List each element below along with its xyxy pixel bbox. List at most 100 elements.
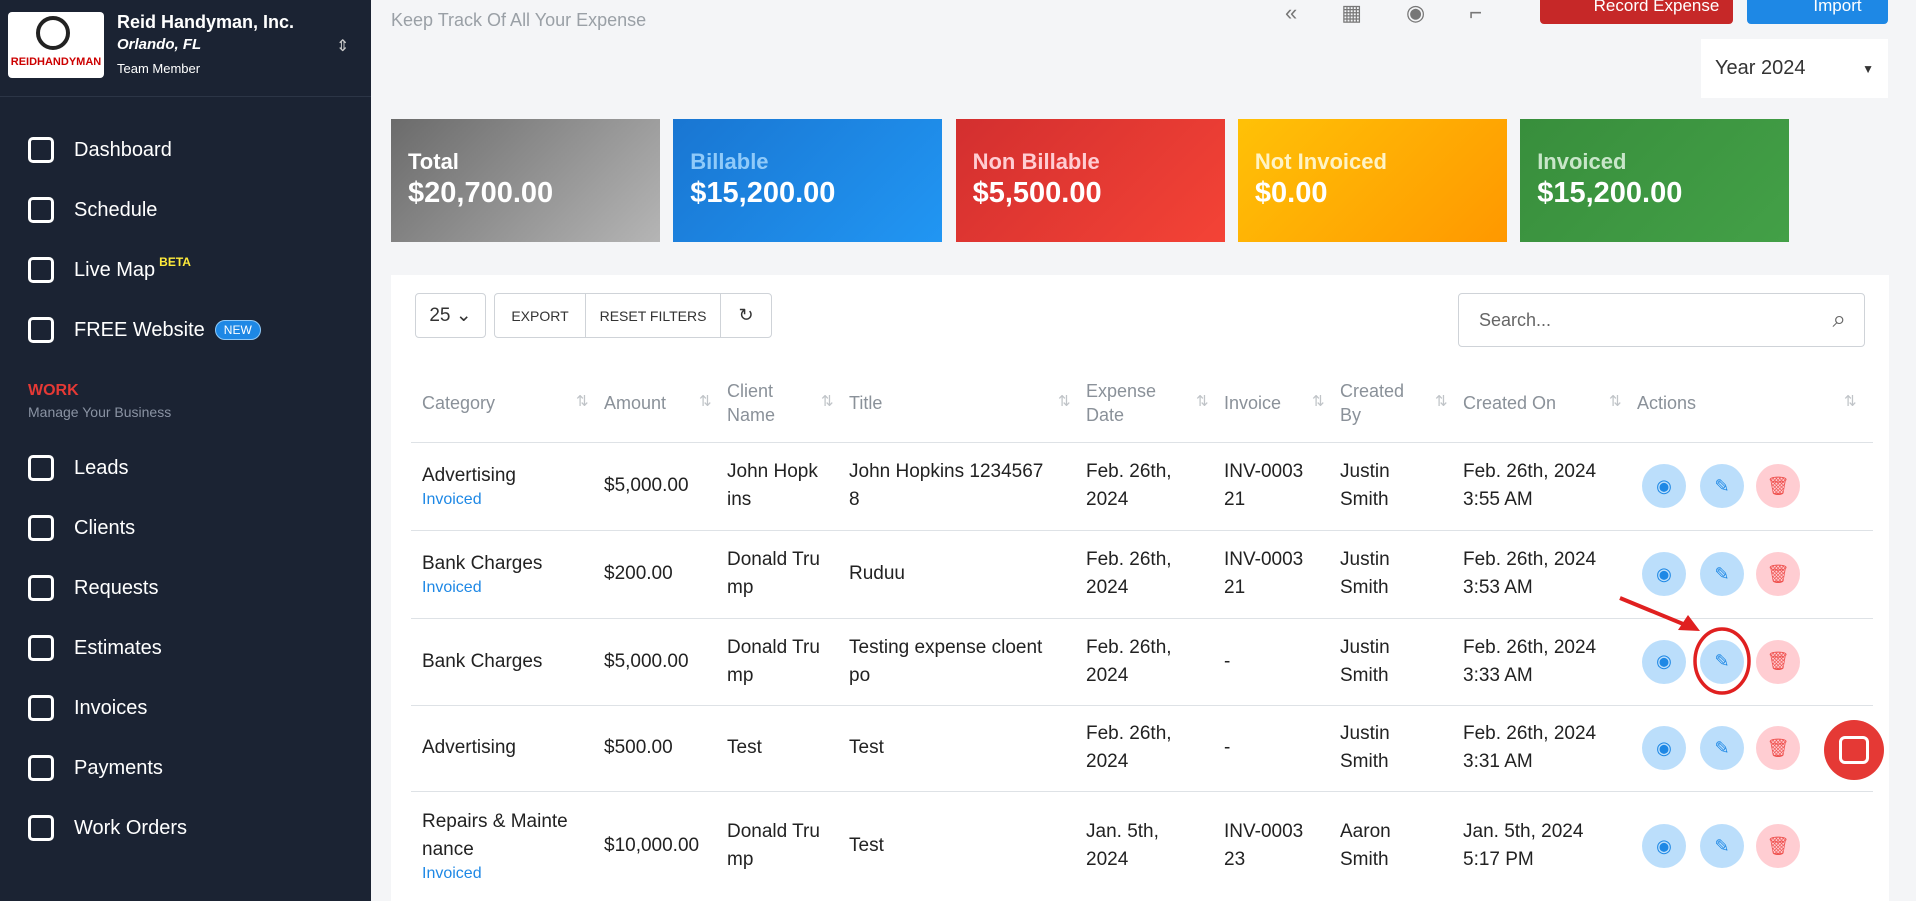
header-line: Amount <box>604 393 667 413</box>
cell-by: Aaron Smith <box>1340 818 1391 874</box>
edit-button[interactable]: ✎ <box>1700 726 1744 770</box>
cell-line: 21 <box>1224 489 1246 510</box>
view-button[interactable]: ◉ <box>1642 552 1686 596</box>
cell-line: Smith <box>1340 664 1389 686</box>
nav-item[interactable]: Work Orders <box>28 815 187 841</box>
sort-icon[interactable]: ⇅ <box>1058 393 1071 410</box>
nav-item[interactable]: Clients <box>28 515 135 541</box>
cell-line: Test <box>849 737 884 758</box>
chat-button[interactable] <box>1824 720 1884 780</box>
cell-line: Feb. 26th, 2024 <box>1463 636 1597 658</box>
sort-icon[interactable]: ⇅ <box>1435 393 1448 410</box>
column-header[interactable]: Actions <box>1637 391 1696 415</box>
cell-line: Jan. 5th, <box>1086 821 1159 842</box>
nav-label: Estimates <box>74 636 162 659</box>
card-label: Not Invoiced <box>1254 149 1387 174</box>
column-header[interactable]: Amount <box>604 391 666 415</box>
header-line: Client <box>727 381 774 401</box>
refresh-button[interactable]: ↻ <box>720 293 772 338</box>
column-header[interactable]: Category <box>422 391 495 415</box>
column-header[interactable]: Created On <box>1463 391 1556 415</box>
cell-line: Test <box>727 737 762 758</box>
role: Team Member <box>117 61 201 76</box>
cell-amount: $5,000.00 <box>604 648 689 676</box>
toolbar-icons[interactable]: «▦◉⌐ <box>1285 0 1527 25</box>
section-subtitle: Manage Your Business <box>28 404 172 420</box>
import-button[interactable]: Import <box>1747 0 1888 24</box>
column-header[interactable]: Invoice <box>1224 391 1281 415</box>
cell-line: 2024 <box>1086 751 1129 772</box>
view-button[interactable]: ◉ <box>1642 726 1686 770</box>
nav-item[interactable]: Invoices <box>28 695 147 721</box>
column-header[interactable]: Expense Date <box>1086 379 1156 427</box>
header-line: Date <box>1086 405 1125 425</box>
cell-line: Donald Tru <box>727 636 820 658</box>
divider <box>0 96 371 97</box>
sort-icon[interactable]: ⇅ <box>576 393 589 410</box>
edit-button[interactable]: ✎ <box>1700 639 1744 684</box>
search-box[interactable]: Search... ⌕ <box>1458 293 1865 347</box>
cell-on: Feb. 26th, 2024 3:53 AM <box>1463 546 1596 602</box>
delete-button[interactable]: 🗑 <box>1756 464 1800 508</box>
page-size[interactable]: 25 ⌄ <box>415 293 486 338</box>
nav-icon <box>28 695 54 721</box>
view-button[interactable]: ◉ <box>1642 824 1686 868</box>
column-header[interactable]: Created By <box>1340 379 1404 427</box>
section-title: WORK <box>28 382 79 399</box>
delete-button[interactable]: 🗑 <box>1756 639 1800 684</box>
column-header[interactable]: Title <box>849 391 882 415</box>
nav-item[interactable]: FREE Website NEW <box>28 317 261 343</box>
view-button[interactable]: ◉ <box>1642 639 1686 684</box>
cell-date: Feb. 26th, 2024 <box>1086 546 1172 602</box>
header-line: Created On <box>1463 393 1557 413</box>
nav-item[interactable]: Requests <box>28 575 159 601</box>
column-header[interactable]: Client Name <box>727 379 775 427</box>
reset-button[interactable]: RESET FILTERS <box>585 293 721 338</box>
record-button[interactable]: Record Expense <box>1540 0 1733 24</box>
sort-icon[interactable]: ⇅ <box>1844 393 1857 410</box>
nav-item[interactable]: Leads <box>28 455 129 481</box>
delete-button[interactable]: 🗑 <box>1756 552 1800 596</box>
cell-by: Justin Smith <box>1340 458 1390 514</box>
cell-line: 21 <box>1224 577 1246 598</box>
import-label: Import <box>1813 0 1862 15</box>
sort-icon[interactable]: ⇅ <box>821 393 834 410</box>
delete-button[interactable]: 🗑 <box>1756 726 1800 770</box>
cell-line: $5,000.00 <box>604 650 689 672</box>
cell-line: Feb. 26th, <box>1086 461 1172 482</box>
nav-label: FREE Website <box>74 318 205 341</box>
row-rule <box>411 530 1873 531</box>
logo: REIDHANDYMAN <box>8 12 104 78</box>
cell-on: Feb. 26th, 2024 3:31 AM <box>1463 720 1596 776</box>
cell-client: Donald Tru mp <box>727 546 820 602</box>
cell-on: Feb. 26th, 2024 3:33 AM <box>1463 634 1596 690</box>
cell-line: Bank Charges <box>422 650 543 672</box>
nav-item[interactable]: Payments <box>28 755 163 781</box>
nav-item[interactable]: Dashboard <box>28 137 172 163</box>
view-button[interactable]: ◉ <box>1642 464 1686 508</box>
nav-item[interactable]: Schedule <box>28 197 157 223</box>
cell-line: Feb. 26th, <box>1086 636 1172 658</box>
year-select[interactable]: Year 2024 ▼ <box>1701 39 1888 98</box>
cell-client: Donald Tru mp <box>727 818 820 874</box>
edit-button[interactable]: ✎ <box>1700 552 1744 596</box>
nav-item[interactable]: Live Map BETA <box>28 255 191 283</box>
sort-icon[interactable]: ⇅ <box>1312 393 1325 410</box>
nav-label: Work Orders <box>74 816 187 839</box>
cell-amount: $500.00 <box>604 734 673 762</box>
cell-invoice: INV-0003 23 <box>1224 818 1303 874</box>
export-button[interactable]: EXPORT <box>494 293 586 338</box>
nav-item[interactable]: Estimates <box>28 635 162 661</box>
sort-icon[interactable]: ⇅ <box>1609 393 1622 410</box>
header-line: Category <box>422 393 496 413</box>
header-line: Title <box>849 393 883 413</box>
delete-button[interactable]: 🗑 <box>1756 824 1800 868</box>
cell-line: $500.00 <box>604 737 673 758</box>
edit-button[interactable]: ✎ <box>1700 464 1744 508</box>
cell-line: 3:31 AM <box>1463 751 1533 772</box>
sort-icon[interactable]: ⇅ <box>699 393 712 410</box>
sort-icon[interactable]: ⇅ <box>1196 393 1209 410</box>
switch-icon[interactable]: ⇕ <box>336 38 350 55</box>
edit-button[interactable]: ✎ <box>1700 824 1744 868</box>
cell-amount: $5,000.00 <box>604 472 689 500</box>
